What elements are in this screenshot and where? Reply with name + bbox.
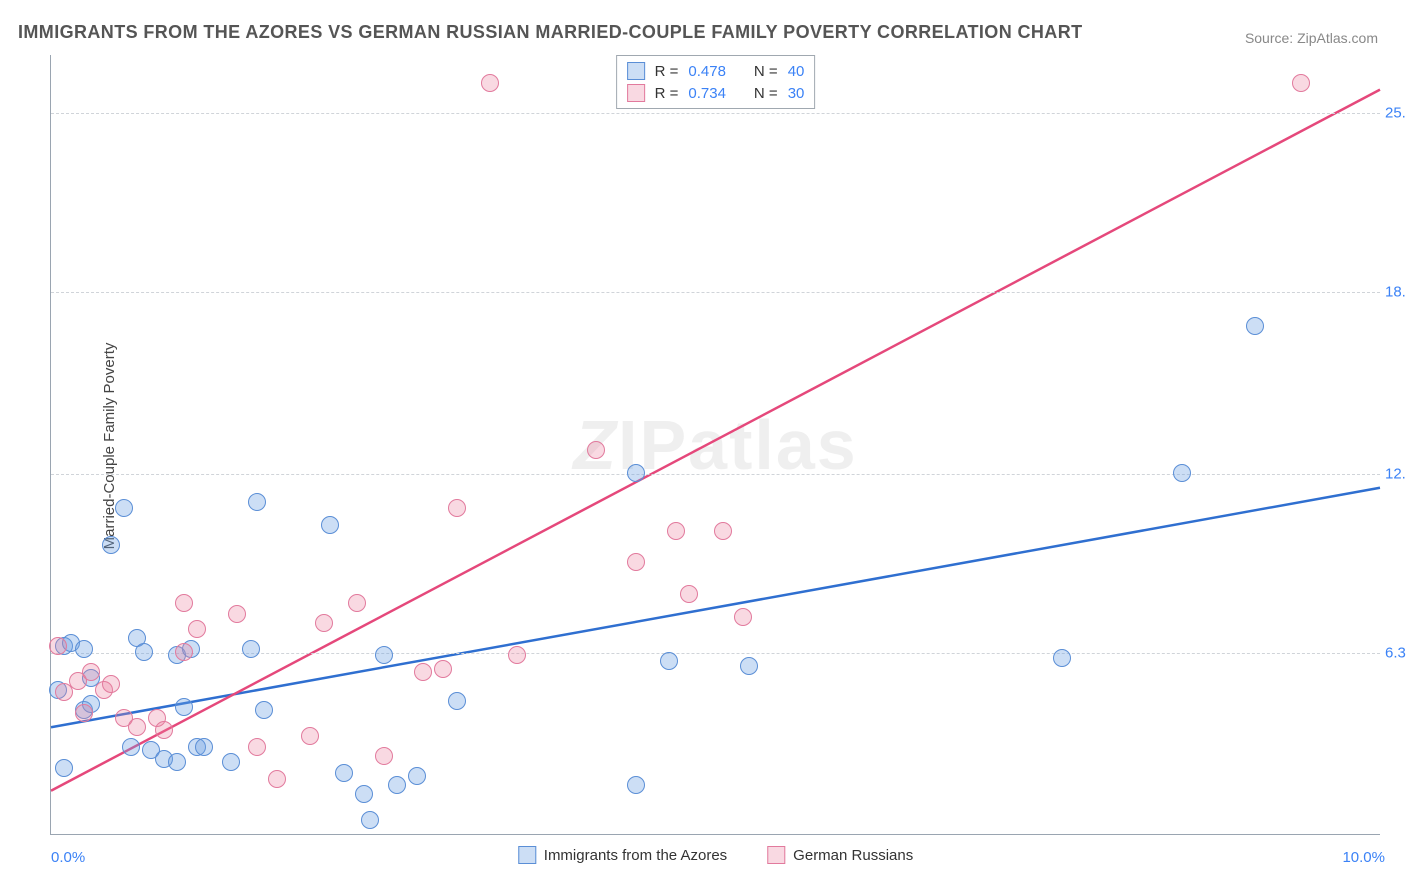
legend-item-0: Immigrants from the Azores xyxy=(518,846,727,864)
data-point-series-1 xyxy=(414,663,432,681)
n-label: N = xyxy=(754,63,778,80)
data-point-series-0 xyxy=(175,698,193,716)
data-point-series-1 xyxy=(315,614,333,632)
swatch-series-1 xyxy=(627,84,645,102)
data-point-series-1 xyxy=(348,594,366,612)
y-tick-label: 12.5% xyxy=(1385,465,1406,482)
data-point-series-1 xyxy=(155,721,173,739)
data-point-series-1 xyxy=(680,585,698,603)
data-point-series-0 xyxy=(408,767,426,785)
data-point-series-0 xyxy=(355,785,373,803)
data-point-series-0 xyxy=(248,493,266,511)
legend-swatch-1 xyxy=(767,846,785,864)
data-point-series-0 xyxy=(660,652,678,670)
trendlines-layer xyxy=(51,55,1380,834)
data-point-series-1 xyxy=(248,738,266,756)
data-point-series-1 xyxy=(508,646,526,664)
legend-label-0: Immigrants from the Azores xyxy=(544,847,727,864)
swatch-series-0 xyxy=(627,62,645,80)
data-point-series-1 xyxy=(627,553,645,571)
chart-title: IMMIGRANTS FROM THE AZORES VS GERMAN RUS… xyxy=(18,22,1083,43)
data-point-series-0 xyxy=(388,776,406,794)
data-point-series-1 xyxy=(228,605,246,623)
gridline xyxy=(51,292,1380,293)
data-point-series-0 xyxy=(135,643,153,661)
plot-area: ZIPatlas R = 0.478 N = 40 R = 0.734 N = … xyxy=(50,55,1380,835)
data-point-series-0 xyxy=(375,646,393,664)
data-point-series-1 xyxy=(587,441,605,459)
y-tick-label: 18.8% xyxy=(1385,283,1406,300)
y-tick-label: 6.3% xyxy=(1385,645,1406,662)
r-value-series-1: 0.734 xyxy=(688,85,726,102)
data-point-series-1 xyxy=(481,74,499,92)
data-point-series-1 xyxy=(175,594,193,612)
data-point-series-1 xyxy=(301,727,319,745)
data-point-series-0 xyxy=(627,776,645,794)
data-point-series-0 xyxy=(740,657,758,675)
legend-label-1: German Russians xyxy=(793,847,913,864)
data-point-series-0 xyxy=(55,759,73,777)
data-point-series-1 xyxy=(1292,74,1310,92)
data-point-series-0 xyxy=(361,811,379,829)
trendline-series-1 xyxy=(51,90,1380,791)
n-value-series-1: 30 xyxy=(788,85,805,102)
data-point-series-1 xyxy=(434,660,452,678)
data-point-series-1 xyxy=(268,770,286,788)
data-point-series-0 xyxy=(448,692,466,710)
data-point-series-0 xyxy=(1053,649,1071,667)
data-point-series-1 xyxy=(714,522,732,540)
legend-item-1: German Russians xyxy=(767,846,913,864)
data-point-series-1 xyxy=(102,675,120,693)
data-point-series-0 xyxy=(122,738,140,756)
series-legend: Immigrants from the Azores German Russian… xyxy=(518,846,913,864)
r-label: R = xyxy=(655,63,679,80)
legend-swatch-0 xyxy=(518,846,536,864)
data-point-series-0 xyxy=(195,738,213,756)
data-point-series-0 xyxy=(242,640,260,658)
x-max-label: 10.0% xyxy=(1342,849,1385,866)
data-point-series-0 xyxy=(335,764,353,782)
data-point-series-1 xyxy=(128,718,146,736)
data-point-series-0 xyxy=(222,753,240,771)
data-point-series-0 xyxy=(1246,317,1264,335)
legend-row-series-0: R = 0.478 N = 40 xyxy=(627,60,805,82)
data-point-series-0 xyxy=(255,701,273,719)
data-point-series-1 xyxy=(75,704,93,722)
data-point-series-1 xyxy=(375,747,393,765)
data-point-series-1 xyxy=(49,637,67,655)
data-point-series-1 xyxy=(734,608,752,626)
data-point-series-1 xyxy=(667,522,685,540)
data-point-series-1 xyxy=(188,620,206,638)
watermark: ZIPatlas xyxy=(573,405,857,485)
data-point-series-1 xyxy=(448,499,466,517)
r-value-series-0: 0.478 xyxy=(688,63,726,80)
y-tick-label: 25.0% xyxy=(1385,104,1406,121)
n-label: N = xyxy=(754,85,778,102)
correlation-legend: R = 0.478 N = 40 R = 0.734 N = 30 xyxy=(616,55,816,109)
legend-row-series-1: R = 0.734 N = 30 xyxy=(627,82,805,104)
data-point-series-1 xyxy=(175,643,193,661)
data-point-series-0 xyxy=(1173,464,1191,482)
data-point-series-0 xyxy=(627,464,645,482)
data-point-series-0 xyxy=(321,516,339,534)
source-label: Source: ZipAtlas.com xyxy=(1245,30,1378,46)
r-label: R = xyxy=(655,85,679,102)
data-point-series-0 xyxy=(168,753,186,771)
chart-container: IMMIGRANTS FROM THE AZORES VS GERMAN RUS… xyxy=(0,0,1406,892)
data-point-series-1 xyxy=(82,663,100,681)
data-point-series-0 xyxy=(102,536,120,554)
data-point-series-0 xyxy=(115,499,133,517)
n-value-series-0: 40 xyxy=(788,63,805,80)
data-point-series-0 xyxy=(75,640,93,658)
x-min-label: 0.0% xyxy=(51,849,85,866)
gridline xyxy=(51,113,1380,114)
